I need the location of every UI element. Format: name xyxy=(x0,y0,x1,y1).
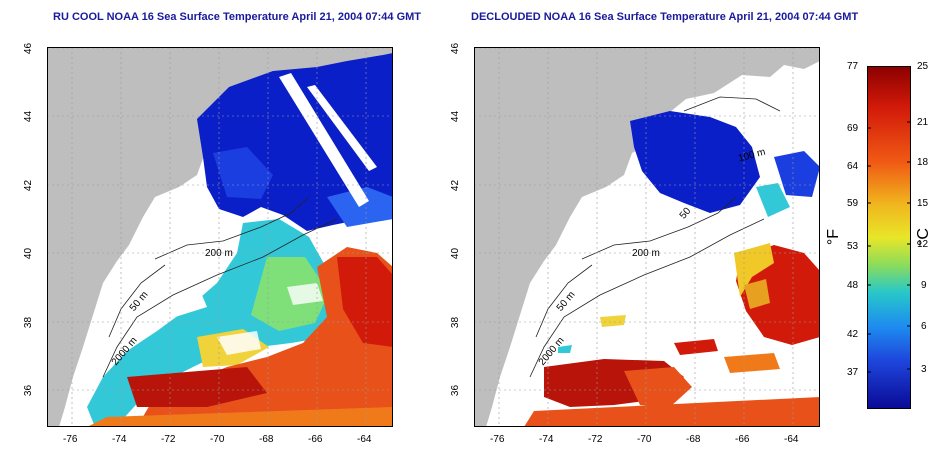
isobath-label-200m: 200 m xyxy=(205,248,233,259)
y-tick: 40 xyxy=(23,247,35,260)
isobath-100m xyxy=(683,96,781,112)
isobath-200m xyxy=(581,196,737,260)
x-tick: -68 xyxy=(259,434,274,445)
isobath-label-200m: 200 m xyxy=(632,248,660,259)
fahrenheit-tick: 59 xyxy=(847,198,859,209)
celsius-tick: 18 xyxy=(917,157,929,168)
x-tick: -72 xyxy=(588,434,603,445)
x-tick: -68 xyxy=(686,434,701,445)
x-tick: -72 xyxy=(161,434,176,445)
fahrenheit-tick: 53 xyxy=(847,241,859,252)
celsius-tick: 12 xyxy=(917,239,929,250)
fahrenheit-tick: 48 xyxy=(847,280,859,291)
y-tick: 36 xyxy=(450,384,462,397)
land-mass xyxy=(47,47,393,427)
y-tick: 44 xyxy=(23,110,35,123)
fahrenheit-unit-label: °F xyxy=(825,228,843,246)
x-tick: -74 xyxy=(112,434,127,445)
y-tick: 38 xyxy=(23,316,35,329)
y-tick: 44 xyxy=(450,110,462,123)
x-tick: -66 xyxy=(735,434,750,445)
isobath-2000m xyxy=(102,218,338,378)
y-tick: 38 xyxy=(450,316,462,329)
temperature-colorbar xyxy=(867,66,911,409)
celsius-unit-label: °C xyxy=(914,228,932,246)
y-tick: 40 xyxy=(450,247,462,260)
y-tick: 36 xyxy=(23,384,35,397)
x-tick: -66 xyxy=(308,434,323,445)
x-tick: -70 xyxy=(210,434,225,445)
x-tick: -70 xyxy=(637,434,652,445)
celsius-tick: 6 xyxy=(921,321,927,332)
isobath-2000m xyxy=(529,218,765,378)
x-tick: -76 xyxy=(490,434,505,445)
right-sst-map xyxy=(474,47,820,427)
x-tick: -64 xyxy=(357,434,372,445)
isobath-200m xyxy=(154,196,310,260)
right-map-title: DECLOUDED NOAA 16 Sea Surface Temperatur… xyxy=(471,11,859,23)
y-tick: 46 xyxy=(23,42,35,55)
isobath-50m xyxy=(535,264,593,338)
isobath-50m xyxy=(108,264,166,338)
celsius-tick: 25 xyxy=(917,61,929,72)
y-tick: 42 xyxy=(450,179,462,192)
y-tick: 42 xyxy=(23,179,35,192)
left-sst-map xyxy=(47,47,393,427)
fahrenheit-tick: 69 xyxy=(847,123,859,134)
celsius-tick: 21 xyxy=(917,117,929,128)
x-tick: -74 xyxy=(539,434,554,445)
land-mass xyxy=(474,47,820,427)
fahrenheit-tick: 77 xyxy=(847,61,859,72)
celsius-tick: 9 xyxy=(921,280,927,291)
x-tick: -64 xyxy=(784,434,799,445)
x-tick: -76 xyxy=(63,434,78,445)
fahrenheit-tick: 42 xyxy=(847,329,859,340)
left-map-title: RU COOL NOAA 16 Sea Surface Temperature … xyxy=(53,11,422,23)
celsius-tick: 15 xyxy=(917,198,929,209)
fahrenheit-tick: 37 xyxy=(847,367,859,378)
celsius-tick: 3 xyxy=(921,364,927,375)
y-tick: 46 xyxy=(450,42,462,55)
fahrenheit-tick: 64 xyxy=(847,161,859,172)
